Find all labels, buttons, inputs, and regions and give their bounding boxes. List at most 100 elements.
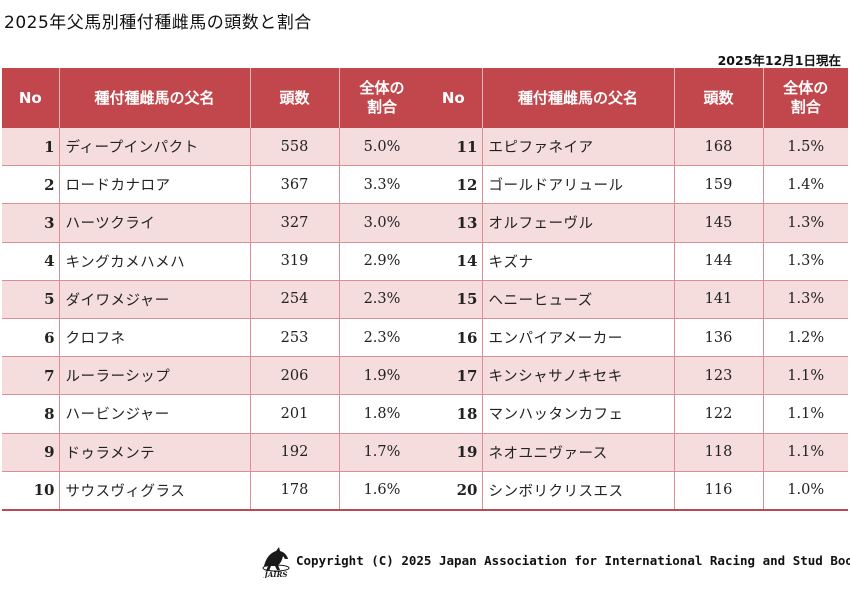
- share-percent: 3.3%: [339, 165, 425, 205]
- header-count: 頭数: [250, 68, 340, 128]
- table-row: 9 ドゥラメンテ 192 1.7%: [2, 433, 425, 472]
- logo-text: JAIRS: [263, 570, 288, 578]
- rank-number: 16: [425, 318, 483, 358]
- sire-name: ヘニーヒューズ: [482, 280, 675, 319]
- sire-name: キンシャサノキセキ: [482, 356, 675, 396]
- header-share-line2: 割合: [366, 98, 397, 116]
- mare-count: 327: [250, 203, 340, 243]
- share-percent: 1.6%: [339, 471, 425, 511]
- header-share-line2: 割合: [790, 98, 821, 116]
- table-header-row: No 種付種雌馬の父名 頭数 全体の 割合: [425, 68, 848, 128]
- table-header-row: No 種付種雌馬の父名 頭数 全体の 割合: [2, 68, 425, 128]
- rank-number: 9: [2, 433, 60, 472]
- ranking-table-left: No 種付種雌馬の父名 頭数 全体の 割合 1 ディープインパクト 558 5.0% 2 ロ…: [2, 68, 426, 511]
- sire-name: ネオユニヴァース: [482, 433, 675, 472]
- rank-number: 7: [2, 356, 60, 396]
- header-count: 頭数: [674, 68, 764, 128]
- share-percent: 1.0%: [763, 471, 848, 511]
- ranking-tables: No 種付種雌馬の父名 頭数 全体の 割合 1 ディープインパクト 558 5.0% 2 ロ…: [2, 68, 848, 513]
- table-row: 16 エンパイアメーカー 136 1.2%: [425, 318, 848, 358]
- sire-name: クロフネ: [59, 318, 251, 358]
- table-row: 1 ディープインパクト 558 5.0%: [2, 128, 425, 167]
- rank-number: 10: [2, 471, 60, 511]
- rank-number: 17: [425, 356, 483, 396]
- mare-count: 123: [674, 356, 764, 396]
- table-row: 12 ゴールドアリュール 159 1.4%: [425, 165, 848, 205]
- sire-name: キズナ: [482, 242, 675, 281]
- table-row: 2 ロードカナロア 367 3.3%: [2, 165, 425, 205]
- table-row: 3 ハーツクライ 327 3.0%: [2, 203, 425, 243]
- header-share: 全体の 割合: [763, 68, 848, 128]
- rank-number: 2: [2, 165, 60, 205]
- share-percent: 1.9%: [339, 356, 425, 396]
- rank-number: 15: [425, 280, 483, 319]
- share-percent: 1.3%: [763, 280, 848, 319]
- share-percent: 2.3%: [339, 318, 425, 358]
- mare-count: 136: [674, 318, 764, 358]
- mare-count: 253: [250, 318, 340, 358]
- rank-number: 3: [2, 203, 60, 243]
- sire-name: エピファネイア: [482, 128, 675, 167]
- mare-count: 558: [250, 128, 340, 167]
- share-percent: 3.0%: [339, 203, 425, 243]
- mare-count: 178: [250, 471, 340, 511]
- rank-number: 8: [2, 394, 60, 434]
- sire-name: ハービンジャー: [59, 394, 251, 434]
- rank-number: 6: [2, 318, 60, 358]
- page-title: 2025年父馬別種付種雌馬の頭数と割合: [4, 13, 312, 33]
- table-row: 13 オルフェーヴル 145 1.3%: [425, 203, 848, 243]
- mare-count: 144: [674, 242, 764, 281]
- rank-number: 4: [2, 242, 60, 281]
- jairs-horse-logo-icon: JAIRS: [262, 547, 290, 578]
- mare-count: 145: [674, 203, 764, 243]
- rank-number: 5: [2, 280, 60, 319]
- header-no: No: [2, 68, 60, 128]
- rank-number: 20: [425, 471, 483, 511]
- mare-count: 192: [250, 433, 340, 472]
- mare-count: 159: [674, 165, 764, 205]
- share-percent: 1.7%: [339, 433, 425, 472]
- sire-name: ロードカナロア: [59, 165, 251, 205]
- table-row: 10 サウスヴィグラス 178 1.6%: [2, 471, 425, 511]
- share-percent: 2.3%: [339, 280, 425, 319]
- sire-name: ゴールドアリュール: [482, 165, 675, 205]
- table-row: 17 キンシャサノキセキ 123 1.1%: [425, 356, 848, 396]
- table-row: 19 ネオユニヴァース 118 1.1%: [425, 433, 848, 472]
- sire-name: マンハッタンカフェ: [482, 394, 675, 434]
- share-percent: 1.3%: [763, 242, 848, 281]
- mare-count: 116: [674, 471, 764, 511]
- mare-count: 201: [250, 394, 340, 434]
- sire-name: オルフェーヴル: [482, 203, 675, 243]
- header-name: 種付種雌馬の父名: [59, 68, 251, 128]
- table-row: 5 ダイワメジャー 254 2.3%: [2, 280, 425, 319]
- mare-count: 141: [674, 280, 764, 319]
- mare-count: 122: [674, 394, 764, 434]
- mare-count: 254: [250, 280, 340, 319]
- sire-name: シンボリクリスエス: [482, 471, 675, 511]
- table-row: 20 シンボリクリスエス 116 1.0%: [425, 471, 848, 511]
- footer: JAIRS Copyright (C) 2025 Japan Associati…: [260, 544, 850, 578]
- sire-name: エンパイアメーカー: [482, 318, 675, 358]
- header-no: No: [425, 68, 483, 128]
- rank-number: 11: [425, 128, 483, 167]
- rank-number: 1: [2, 128, 60, 167]
- table-body-right: 11 エピファネイア 168 1.5% 12 ゴールドアリュール 159 1.4% 13 オルフェ…: [425, 128, 848, 511]
- sire-name: ドゥラメンテ: [59, 433, 251, 472]
- ranking-table-right: No 種付種雌馬の父名 頭数 全体の 割合 11 エピファネイア 168 1.5% 12 ゴ…: [425, 68, 848, 511]
- rank-number: 18: [425, 394, 483, 434]
- share-percent: 1.1%: [763, 394, 848, 434]
- mare-count: 367: [250, 165, 340, 205]
- mare-count: 168: [674, 128, 764, 167]
- table-row: 11 エピファネイア 168 1.5%: [425, 128, 848, 167]
- table-row: 8 ハービンジャー 201 1.8%: [2, 394, 425, 434]
- sire-name: サウスヴィグラス: [59, 471, 251, 511]
- header-name: 種付種雌馬の父名: [482, 68, 675, 128]
- table-row: 6 クロフネ 253 2.3%: [2, 318, 425, 358]
- sire-name: ダイワメジャー: [59, 280, 251, 319]
- mare-count: 319: [250, 242, 340, 281]
- share-percent: 2.9%: [339, 242, 425, 281]
- header-share: 全体の 割合: [339, 68, 425, 128]
- share-percent: 1.4%: [763, 165, 848, 205]
- mare-count: 118: [674, 433, 764, 472]
- share-percent: 1.8%: [339, 394, 425, 434]
